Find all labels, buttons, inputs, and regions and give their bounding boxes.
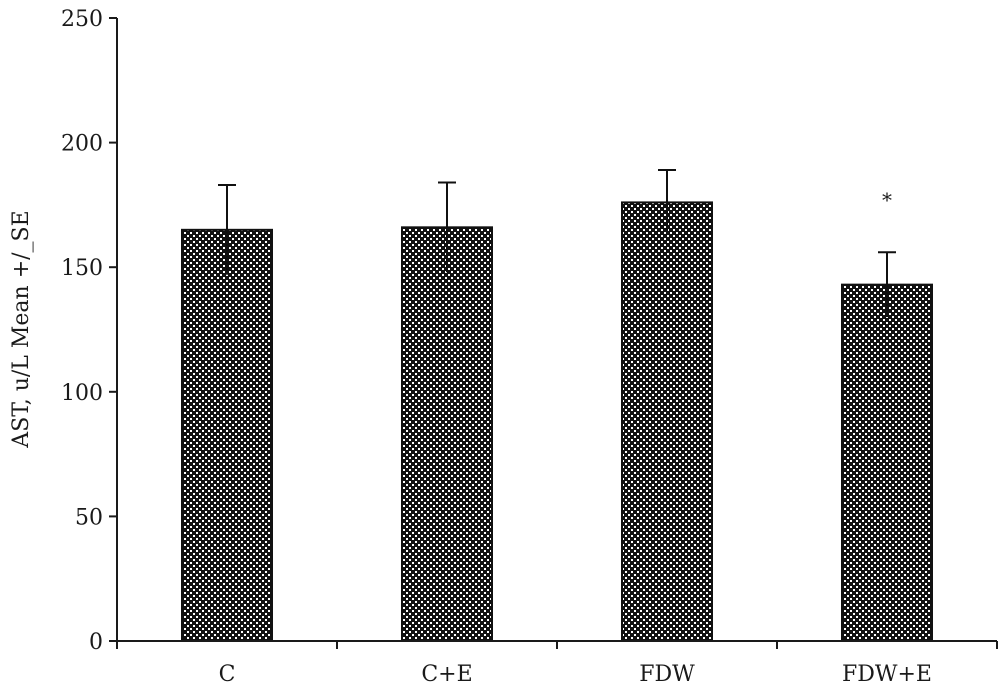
x-tick-label: FDW+E — [842, 662, 932, 687]
significance-marker: * — [882, 188, 892, 212]
y-tick-label: 250 — [61, 7, 103, 32]
y-tick-label: 50 — [75, 505, 103, 530]
bars-layer — [181, 201, 933, 643]
y-axis-title: AST, u/L Mean +/_SE — [9, 210, 34, 448]
ticks-layer: 0 50 100 150 200 250 C C+E FDW FDW+E — [61, 7, 998, 687]
bar — [621, 201, 713, 643]
bar — [181, 228, 273, 642]
error-bars-layer: * — [218, 169, 896, 318]
bar — [841, 283, 933, 642]
y-tick-label: 100 — [61, 381, 103, 406]
x-tick-label: FDW — [639, 662, 695, 687]
x-tick-label: C — [219, 662, 236, 687]
bar — [401, 226, 493, 642]
y-tick-label: 150 — [61, 256, 103, 281]
y-tick-label: 200 — [61, 132, 103, 157]
x-tick-label: C+E — [421, 662, 472, 687]
y-tick-label: 0 — [89, 630, 103, 655]
